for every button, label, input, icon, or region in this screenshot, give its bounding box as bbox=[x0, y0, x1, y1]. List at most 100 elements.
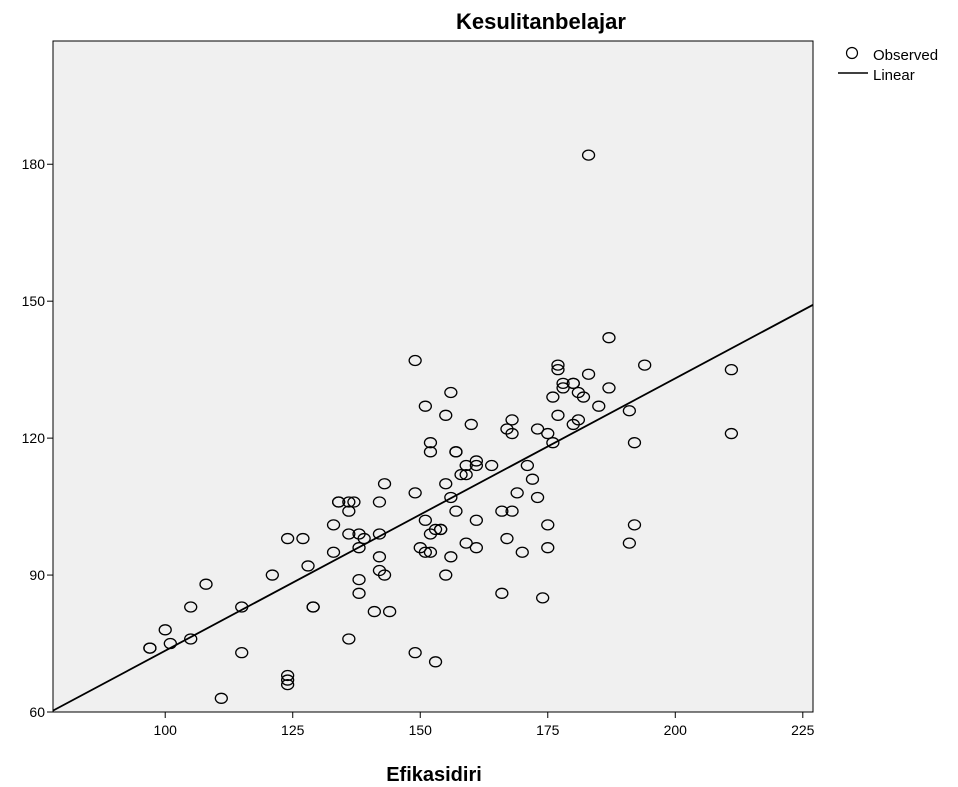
chart-title: Kesulitanbelajar bbox=[456, 9, 626, 34]
observed-point bbox=[576, 391, 591, 403]
observed-point bbox=[235, 647, 249, 659]
observed-point bbox=[495, 587, 509, 599]
observed-point bbox=[352, 573, 366, 586]
plot-area bbox=[52, 40, 814, 713]
observed-point bbox=[418, 514, 432, 526]
observed-point bbox=[280, 674, 295, 686]
observed-point bbox=[556, 377, 570, 389]
legend: Observed Linear bbox=[838, 46, 938, 84]
observed-point bbox=[184, 601, 198, 613]
observed-point bbox=[377, 569, 392, 581]
legend-observed-marker bbox=[845, 46, 859, 60]
observed-point bbox=[428, 656, 443, 668]
observed-point bbox=[423, 437, 438, 449]
observed-point bbox=[464, 418, 478, 431]
observed-point bbox=[505, 427, 519, 440]
observed-point bbox=[423, 446, 438, 458]
observed-point bbox=[280, 678, 295, 691]
observed-point bbox=[326, 546, 341, 558]
x-tick-label: 125 bbox=[281, 722, 305, 738]
observed-point bbox=[423, 546, 438, 558]
observed-point bbox=[551, 409, 565, 421]
observed-point bbox=[541, 519, 555, 531]
observed-point bbox=[439, 569, 453, 581]
observed-point bbox=[372, 496, 387, 508]
observed-point bbox=[428, 523, 443, 536]
observed-point bbox=[184, 633, 198, 645]
plot-area-group: 100 125 150 175 200 225 60 90 120 150 180 bbox=[22, 40, 815, 738]
observed-point bbox=[449, 505, 463, 517]
observed-point bbox=[469, 459, 484, 472]
y-tick-label: 60 bbox=[29, 704, 45, 720]
observed-point bbox=[352, 542, 366, 554]
observed-point bbox=[352, 587, 366, 599]
observed-point bbox=[444, 386, 458, 399]
x-tick-label: 200 bbox=[664, 722, 688, 738]
observed-point bbox=[525, 473, 540, 485]
observed-point bbox=[459, 468, 473, 481]
observed-point bbox=[541, 542, 555, 554]
observed-point bbox=[439, 409, 453, 421]
observed-point bbox=[592, 400, 606, 412]
observed-point bbox=[485, 459, 499, 472]
observed-point bbox=[724, 364, 739, 376]
observed-point bbox=[459, 459, 473, 472]
observed-point bbox=[581, 368, 596, 380]
observed-point bbox=[342, 633, 356, 645]
observed-point bbox=[505, 505, 519, 517]
observed-point bbox=[724, 427, 739, 440]
observed-point bbox=[515, 546, 529, 558]
observed-point bbox=[566, 377, 580, 389]
observed-point bbox=[510, 487, 524, 499]
linear-fit-line bbox=[53, 304, 813, 712]
observed-point bbox=[306, 601, 320, 613]
observed-point bbox=[546, 437, 560, 449]
observed-point bbox=[627, 437, 642, 449]
observed-point bbox=[280, 532, 295, 545]
legend-linear-label: Linear bbox=[873, 67, 915, 84]
observed-point bbox=[627, 519, 642, 531]
observed-point bbox=[459, 537, 473, 549]
x-tick-label: 225 bbox=[791, 722, 815, 738]
observed-point bbox=[444, 491, 458, 504]
observed-point bbox=[602, 332, 616, 344]
observed-point bbox=[556, 382, 570, 394]
legend-observed-label: Observed bbox=[873, 47, 938, 64]
observed-point bbox=[296, 532, 310, 545]
observed-point bbox=[449, 446, 463, 458]
observed-point bbox=[347, 496, 361, 508]
observed-point bbox=[638, 359, 652, 371]
x-axis-label: Efikasidiri bbox=[386, 764, 482, 786]
observed-point bbox=[571, 414, 586, 426]
x-tick-label: 100 bbox=[154, 722, 178, 738]
observed-point bbox=[143, 642, 157, 654]
observed-point bbox=[434, 523, 448, 536]
observed-point bbox=[331, 496, 346, 508]
observed-point bbox=[342, 505, 356, 517]
observed-point bbox=[382, 605, 397, 618]
observed-point bbox=[551, 364, 565, 376]
observed-point bbox=[342, 528, 356, 540]
y-tick-label: 180 bbox=[22, 156, 46, 172]
observed-point bbox=[439, 478, 453, 490]
observed-point bbox=[408, 647, 422, 659]
observed-point bbox=[469, 514, 484, 526]
observed-point bbox=[326, 519, 341, 531]
observed-point bbox=[622, 537, 637, 549]
observed-point bbox=[581, 149, 596, 161]
observed-point bbox=[530, 491, 545, 504]
observed-point bbox=[418, 400, 432, 412]
observed-point bbox=[622, 405, 637, 417]
observed-point bbox=[444, 551, 458, 563]
observed-point bbox=[342, 496, 356, 508]
observed-point bbox=[500, 532, 514, 545]
observed-point bbox=[505, 414, 519, 426]
observed-point bbox=[408, 354, 422, 367]
observed-point bbox=[280, 669, 295, 682]
y-tick-label: 90 bbox=[29, 567, 45, 583]
observed-point bbox=[536, 592, 550, 604]
observed-point bbox=[372, 551, 387, 563]
observed-point bbox=[199, 578, 213, 590]
y-tick-label: 120 bbox=[22, 430, 46, 446]
